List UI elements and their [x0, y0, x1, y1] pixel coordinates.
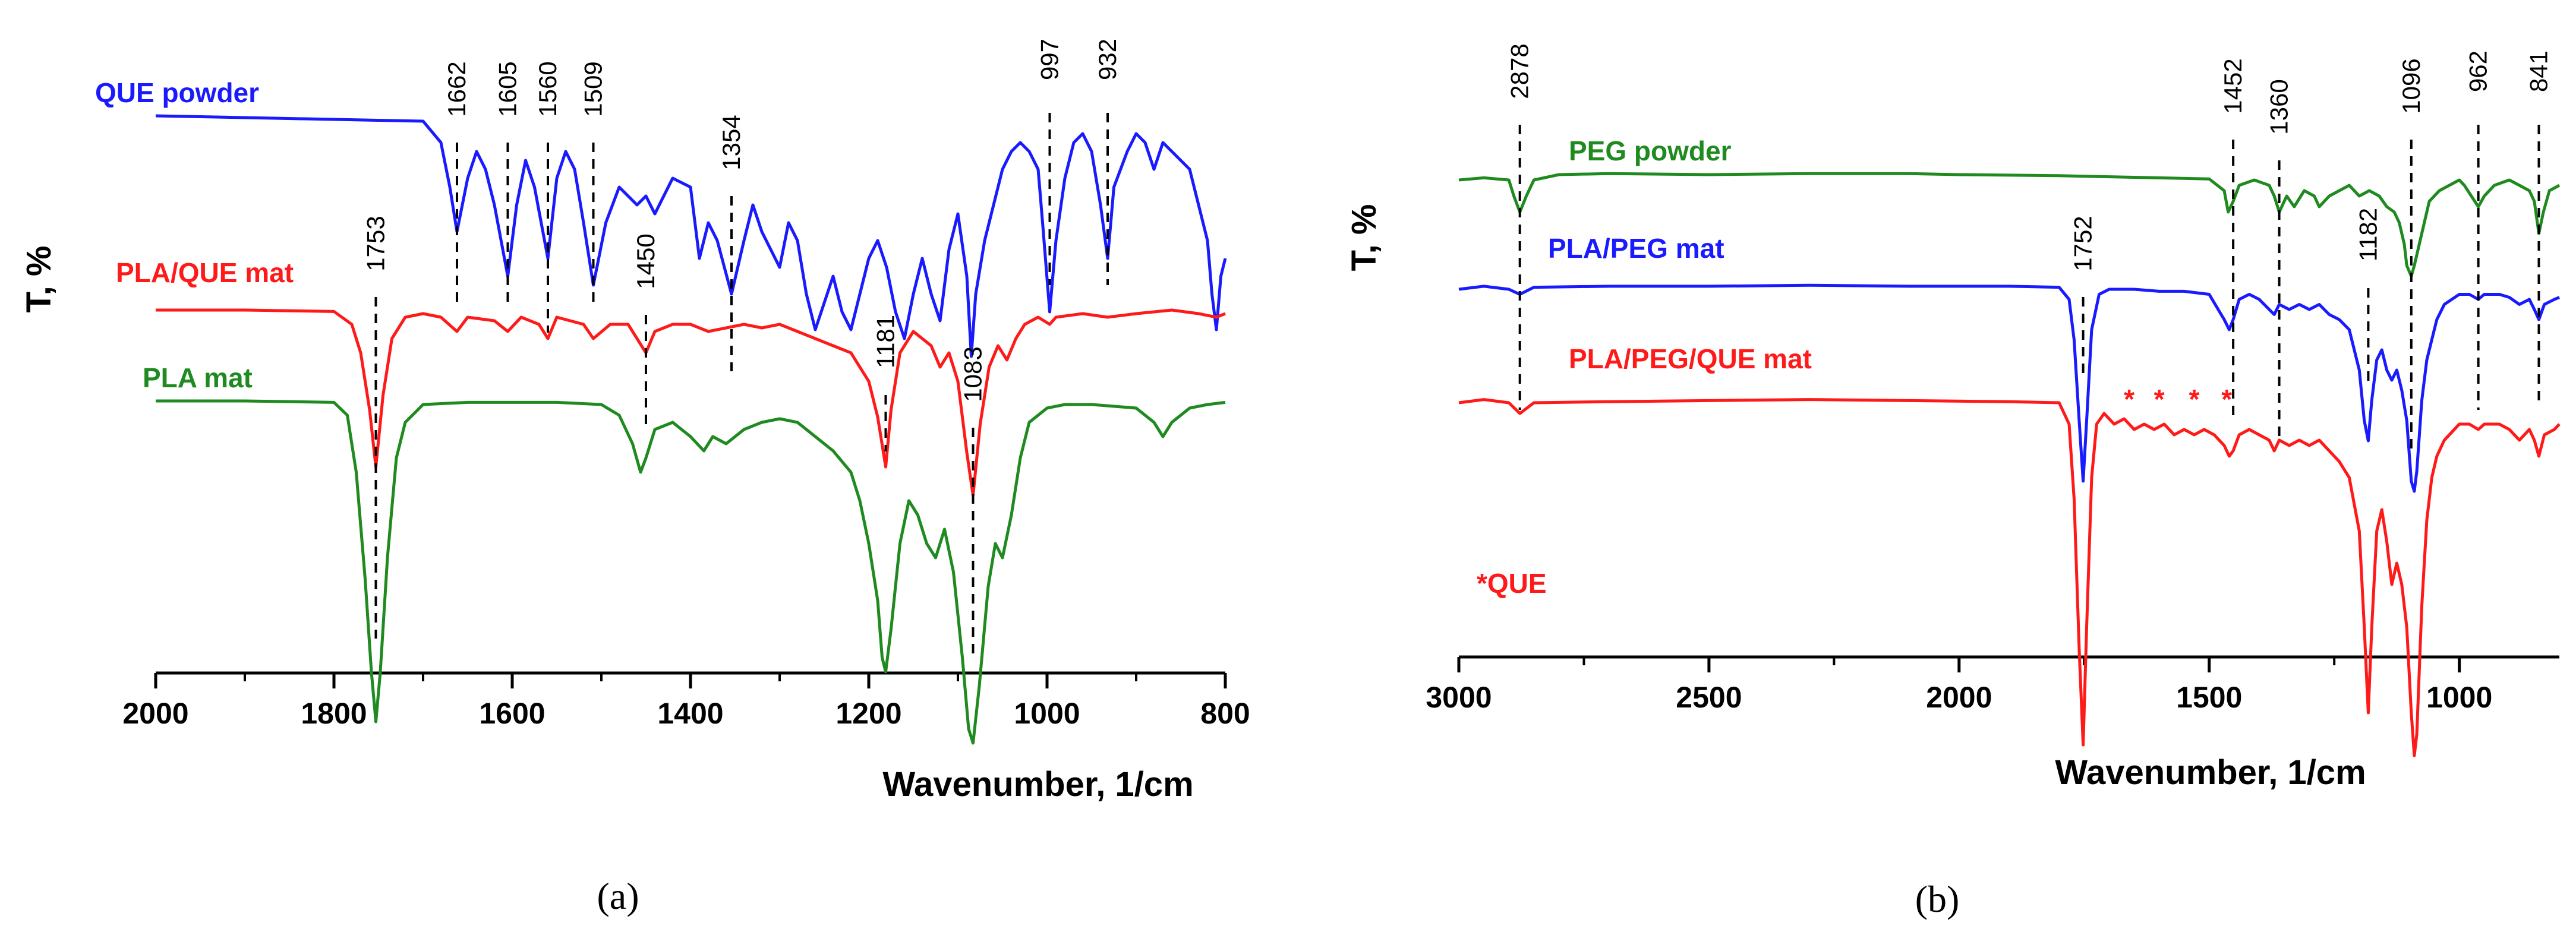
series-line-que-powder — [155, 114, 1227, 358]
peak-label-1181: 1181 — [872, 315, 900, 368]
peak-label-1096: 1096 — [2397, 58, 2425, 113]
panel-a-caption: (a) — [597, 875, 639, 917]
panel-a-series — [155, 114, 1227, 745]
panel-b-tick-label: 3000 — [1426, 681, 1492, 714]
panel-a-tick-label: 1800 — [301, 697, 367, 730]
panel-b-que-markers: * * * * — [2124, 384, 2232, 415]
panel-a-tick-label: 1600 — [479, 697, 545, 730]
panel-b: T, % 3000 2500 2000 1500 1000 Wavenumber, 1/… — [1345, 43, 2561, 920]
series-line-pla-peg-que-mat — [1458, 398, 2561, 757]
peak-label-1354: 1354 — [717, 115, 745, 170]
panel-a-series-label-que-powder: QUE powder — [95, 77, 259, 108]
peak-label-1360: 1360 — [2265, 79, 2293, 134]
panel-b-peak-lines: 2878 1452 1360 1096 962 841 1752 1182 — [1506, 43, 2552, 451]
peak-label-997: 997 — [1036, 39, 1064, 80]
panel-a-peak-lines: 1662 1605 1560 1509 1354 997 932 1753 1450 1181 10… — [362, 39, 1121, 659]
panel-b-caption: (b) — [1915, 878, 1960, 920]
series-line-pla-que-mat — [156, 308, 1226, 497]
panel-b-x-ticks: 3000 2500 2000 1500 1000 — [1426, 657, 2492, 714]
peak-label-1753: 1753 — [362, 216, 390, 271]
peak-label-1182: 1182 — [2354, 208, 2382, 261]
panel-b-axes: 3000 2500 2000 1500 1000 — [1426, 655, 2559, 714]
peak-label-1452: 1452 — [2219, 58, 2247, 113]
series-line-pla-mat — [156, 399, 1226, 745]
series-line-peg-powder — [1458, 172, 2561, 278]
panel-b-tick-label: 1500 — [2176, 681, 2242, 714]
panel-b-series — [1458, 172, 2561, 757]
peak-label-1662: 1662 — [443, 61, 471, 116]
peak-label-1605: 1605 — [494, 61, 522, 116]
series-line-pla-peg-mat — [1458, 283, 2560, 493]
panel-a-tick-label: 2000 — [122, 697, 188, 730]
que-marker: * — [2124, 384, 2134, 415]
peak-label-1450: 1450 — [632, 233, 660, 289]
peak-label-841: 841 — [2524, 50, 2552, 92]
panel-b-series-label-pla-peg-que-mat: PLA/PEG/QUE mat — [1569, 343, 1812, 374]
que-marker: * — [2221, 384, 2232, 415]
panel-a-tick-label: 1400 — [657, 697, 723, 730]
panel-a-tick-label: 1200 — [835, 697, 901, 730]
peak-label-962: 962 — [2464, 50, 2492, 92]
panel-a: T, % 2000 1800 1600 1400 1200 1000 800 Wavenum… — [20, 39, 1250, 917]
panel-b-tick-label: 1000 — [2426, 681, 2492, 714]
panel-b-y-axis-title: T, % — [1345, 204, 1383, 271]
panel-a-tick-label: 800 — [1200, 697, 1250, 730]
panel-a-series-label-pla-que-mat: PLA/QUE mat — [116, 257, 294, 288]
panel-a-axes: 2000 1800 1600 1400 1200 1000 800 — [122, 671, 1250, 730]
panel-b-x-axis-title: Wavenumber, 1/cm — [2055, 753, 2366, 792]
panel-a-x-axis-title: Wavenumber, 1/cm — [882, 765, 1193, 804]
peak-label-1560: 1560 — [534, 61, 562, 116]
panel-b-que-annotation: *QUE — [1477, 568, 1547, 599]
peak-label-932: 932 — [1093, 39, 1121, 80]
panel-a-tick-label: 1000 — [1014, 697, 1080, 730]
peak-label-1752: 1752 — [2069, 216, 2097, 271]
panel-b-series-label-peg-powder: PEG powder — [1569, 135, 1732, 166]
peak-label-2878: 2878 — [1506, 43, 1534, 99]
panel-b-series-label-pla-peg-mat: PLA/PEG mat — [1548, 233, 1724, 264]
panel-a-x-ticks: 2000 1800 1600 1400 1200 1000 800 — [122, 673, 1250, 730]
que-marker: * — [2154, 384, 2165, 415]
que-marker: * — [2189, 384, 2200, 415]
panel-b-tick-label: 2000 — [1926, 681, 1992, 714]
peak-label-1083: 1083 — [959, 346, 987, 402]
panel-b-tick-label: 2500 — [1676, 681, 1742, 714]
panel-a-series-label-pla-mat: PLA mat — [143, 362, 253, 393]
panel-a-y-axis-title: T, % — [20, 246, 58, 313]
peak-label-1509: 1509 — [579, 61, 607, 116]
